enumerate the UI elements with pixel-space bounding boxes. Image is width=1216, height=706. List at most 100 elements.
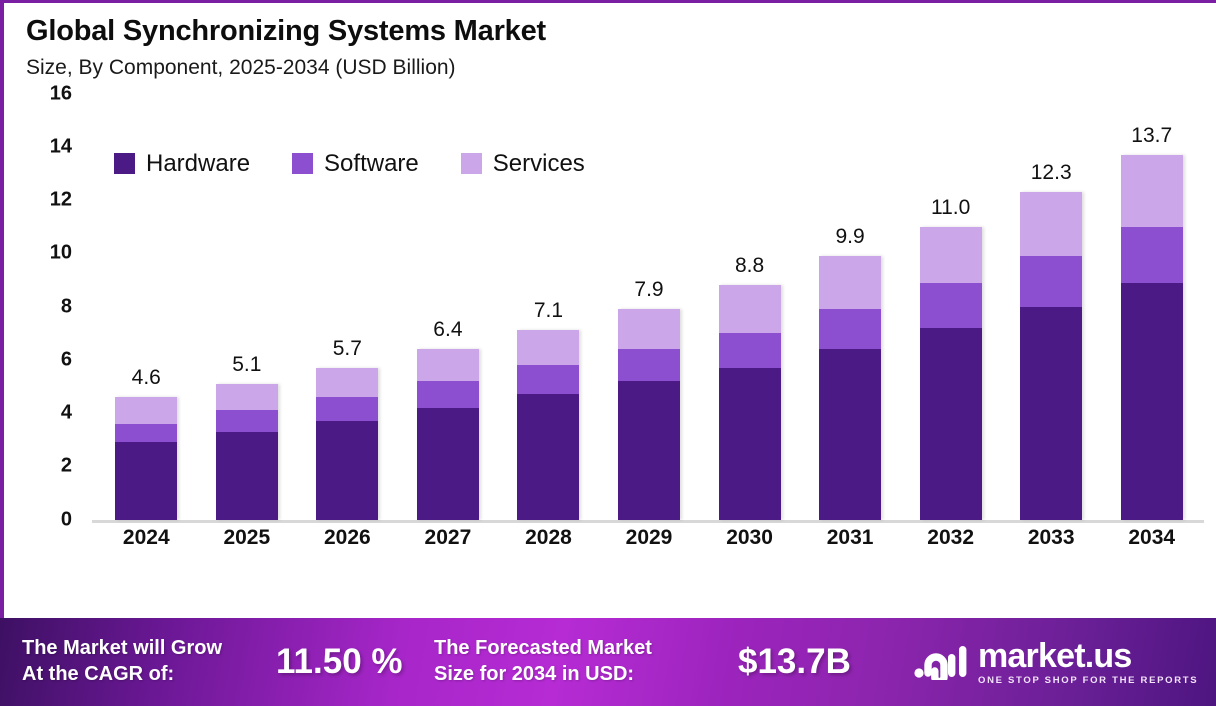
bar-column[interactable]: 7.9 xyxy=(599,94,700,520)
footer-forecast-value: $13.7B xyxy=(738,642,851,681)
x-axis-label: 2028 xyxy=(525,525,572,549)
market-us-logo[interactable]: market.us ONE STOP SHOP FOR THE REPORTS xyxy=(914,639,1198,686)
bar-segment-software[interactable] xyxy=(1020,255,1083,307)
bar-value-label: 12.3 xyxy=(1030,161,1072,185)
bar-segment-hardware[interactable] xyxy=(718,367,781,520)
bar-segment-software[interactable] xyxy=(919,282,982,328)
bar-stack[interactable]: 12.3 xyxy=(1020,161,1083,520)
y-axis-tick: 2 xyxy=(60,454,72,477)
bar-segment-software[interactable] xyxy=(718,333,781,368)
bar-stack[interactable]: 4.6 xyxy=(115,366,178,520)
bar-stack[interactable]: 8.8 xyxy=(718,254,781,520)
bar-segment-services[interactable] xyxy=(919,226,982,283)
y-axis: 0 2 4 6 8 10 12 14 16 xyxy=(4,82,82,530)
bar-segment-hardware[interactable] xyxy=(517,394,580,520)
bar-column[interactable]: 13.7 xyxy=(1101,94,1202,520)
x-axis-label: 2031 xyxy=(826,525,874,549)
x-axis-label: 2032 xyxy=(927,525,974,549)
y-axis-tick: 12 xyxy=(49,188,72,211)
bar-segment-hardware[interactable] xyxy=(1120,282,1183,520)
bar-segment-services[interactable] xyxy=(215,383,278,411)
bar-column[interactable]: 9.9 xyxy=(800,94,901,520)
x-axis-label: 2024 xyxy=(122,525,170,549)
x-axis-label: 2030 xyxy=(726,525,773,549)
bar-column[interactable]: 11.0 xyxy=(900,94,1001,520)
bar-segment-hardware[interactable] xyxy=(416,407,479,520)
bar-column[interactable]: 6.4 xyxy=(398,94,499,520)
bar-value-label: 6.4 xyxy=(433,318,463,342)
bar-segment-software[interactable] xyxy=(517,365,580,395)
y-axis-tick: 16 xyxy=(49,82,72,104)
bar-segment-hardware[interactable] xyxy=(215,431,278,520)
bar-value-label: 7.1 xyxy=(533,299,564,323)
bar-stack[interactable]: 13.7 xyxy=(1120,124,1183,520)
bar-segment-software[interactable] xyxy=(618,349,680,382)
x-axis-line xyxy=(92,519,1204,523)
bar-segment-software[interactable] xyxy=(416,381,479,408)
bar-stack[interactable]: 9.9 xyxy=(819,225,882,520)
footer-forecast-label: The Forecasted Market Size for 2034 in U… xyxy=(434,637,652,685)
logo-tagline: ONE STOP SHOP FOR THE REPORTS xyxy=(978,674,1199,686)
bar-segment-hardware[interactable] xyxy=(919,327,982,520)
bar-stack[interactable]: 7.1 xyxy=(517,299,580,520)
bar-column[interactable]: 4.6 xyxy=(96,94,197,520)
bar-segment-services[interactable] xyxy=(618,309,680,350)
y-axis-tick: 8 xyxy=(60,295,72,317)
y-axis-tick: 4 xyxy=(60,401,72,424)
footer-cagr-value: 11.50 % xyxy=(276,642,403,681)
bar-stack[interactable]: 7.9 xyxy=(618,278,680,520)
bar-segment-hardware[interactable] xyxy=(819,349,882,520)
chart-plot-area: 0 2 4 6 8 10 12 14 16 Hardware Software Services 4… xyxy=(4,82,1216,574)
legend-label: Software xyxy=(324,149,419,177)
bar-segment-software[interactable] xyxy=(215,410,278,432)
bar-segment-services[interactable] xyxy=(316,367,379,398)
x-axis-label: 2026 xyxy=(324,525,371,549)
bar-group: 4.6 5.1 5.7 6.4 7.1 7.9 8.8 9.9 11.0 12.3 13.7 xyxy=(96,94,1202,520)
legend-label: Services xyxy=(492,149,585,177)
market-us-logo-text: market.us ONE STOP SHOP FOR THE REPORTS xyxy=(978,639,1198,686)
bar-value-label: 5.7 xyxy=(332,336,362,360)
bar-stack[interactable]: 5.1 xyxy=(215,353,278,520)
bar-value-label: 5.1 xyxy=(232,352,262,376)
bar-segment-services[interactable] xyxy=(416,349,479,382)
y-axis-tick: 10 xyxy=(49,241,72,264)
bar-segment-software[interactable] xyxy=(115,423,178,443)
legend-item-services[interactable]: Services xyxy=(460,149,585,178)
legend-item-hardware[interactable]: Hardware xyxy=(114,150,250,178)
page-subtitle: Size, By Component, 2025-2034 (USD Billi… xyxy=(26,56,456,80)
y-axis-tick: 6 xyxy=(60,348,72,371)
y-axis-tick: 0 xyxy=(60,508,72,530)
bar-segment-hardware[interactable] xyxy=(316,421,379,520)
bar-segment-software[interactable] xyxy=(316,397,379,421)
bar-value-label: 11.0 xyxy=(930,195,971,219)
x-axis-label: 2033 xyxy=(1027,525,1075,549)
legend-swatch-icon xyxy=(114,153,135,174)
chart-legend: Hardware Software Services xyxy=(114,150,585,178)
bar-segment-services[interactable] xyxy=(819,255,882,310)
bar-stack[interactable]: 11.0 xyxy=(919,196,982,520)
footer-cagr-label: The Market will Grow At the CAGR of: xyxy=(22,637,223,685)
bar-stack[interactable]: 5.7 xyxy=(316,337,379,520)
bar-column[interactable]: 5.1 xyxy=(197,94,298,520)
bar-segment-services[interactable] xyxy=(718,285,781,334)
bar-segment-services[interactable] xyxy=(115,397,178,424)
bar-segment-services[interactable] xyxy=(1020,192,1083,256)
bar-segment-hardware[interactable] xyxy=(618,381,680,520)
bar-segment-services[interactable] xyxy=(1120,154,1183,227)
legend-swatch-icon xyxy=(292,153,314,174)
bar-segment-hardware[interactable] xyxy=(1020,306,1083,520)
bar-value-label: 4.6 xyxy=(131,366,161,390)
bar-stack[interactable]: 6.4 xyxy=(416,318,479,520)
legend-item-software[interactable]: Software xyxy=(292,150,419,178)
bar-segment-software[interactable] xyxy=(819,309,882,350)
bar-segment-hardware[interactable] xyxy=(115,442,178,520)
bar-segment-software[interactable] xyxy=(1120,226,1183,283)
bar-segment-services[interactable] xyxy=(517,330,580,366)
bar-column[interactable]: 7.1 xyxy=(498,94,599,520)
x-axis-label: 2025 xyxy=(223,525,271,549)
page-title: Global Synchronizing Systems Market xyxy=(26,15,546,47)
bar-column[interactable]: 12.3 xyxy=(1001,94,1102,520)
bar-column[interactable]: 8.8 xyxy=(699,94,800,520)
bar-column[interactable]: 5.7 xyxy=(297,94,398,520)
